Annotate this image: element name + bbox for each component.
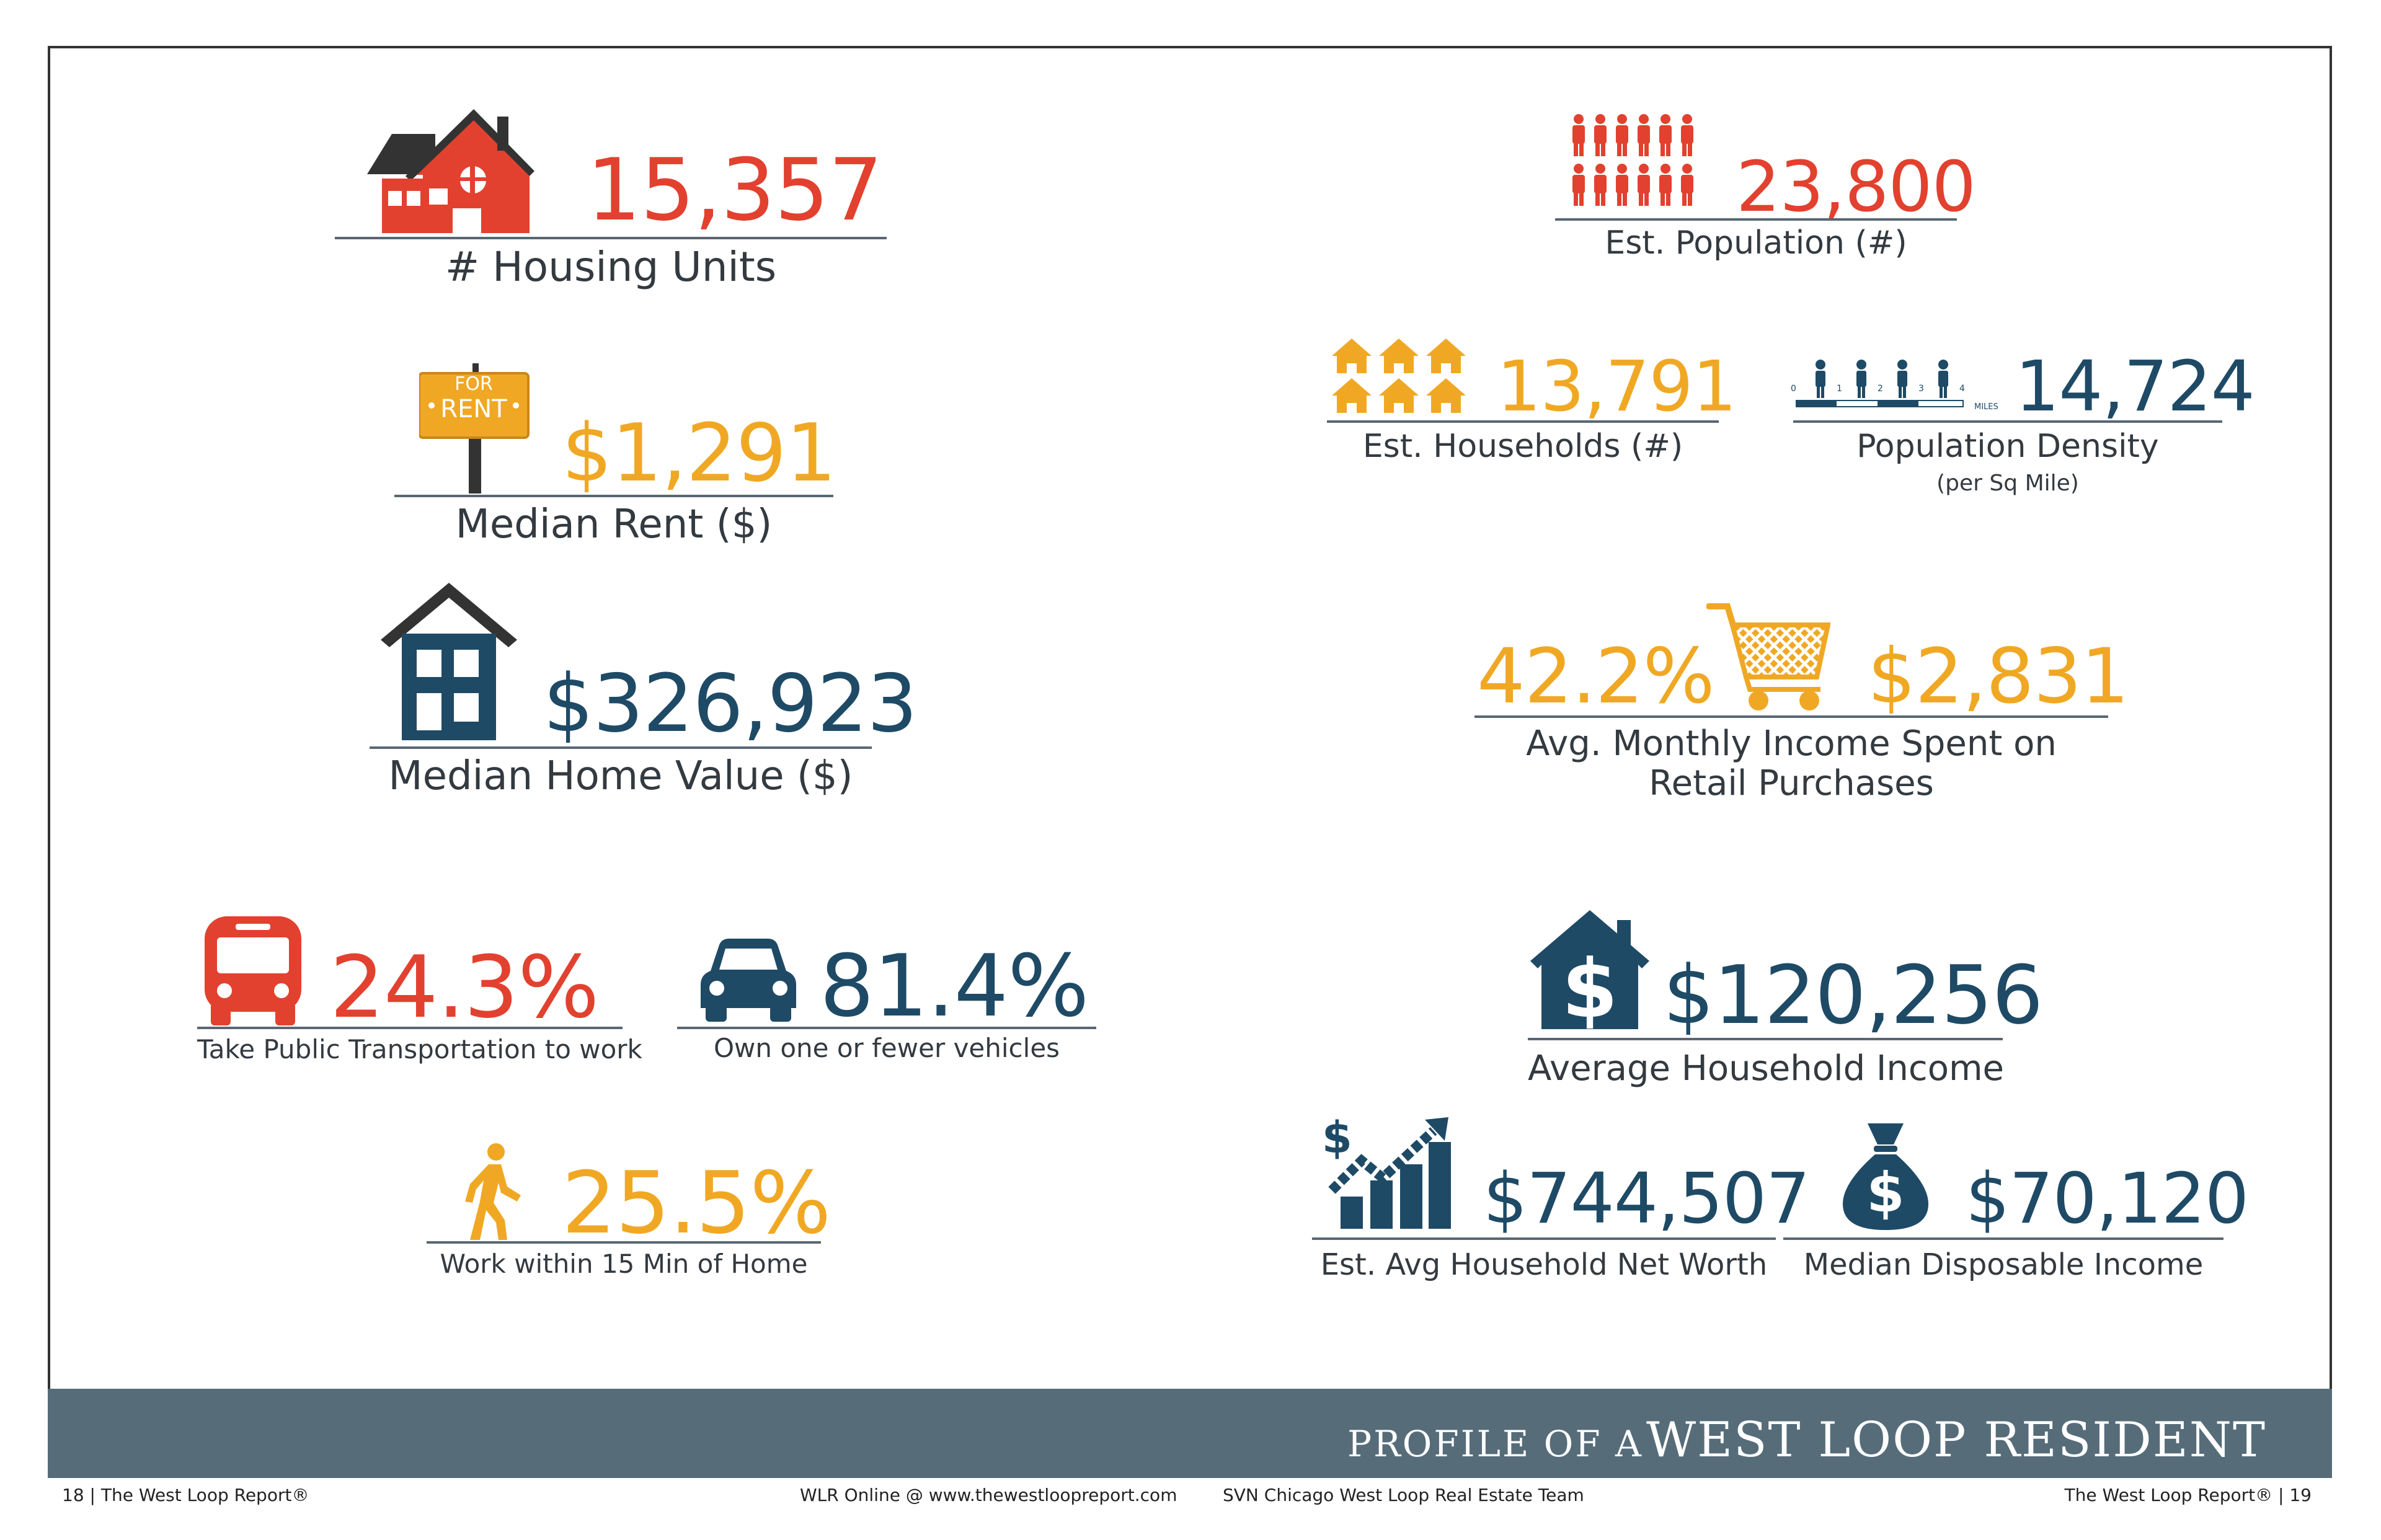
car-icon: [701, 939, 796, 1022]
retail-amount-value: $2,831: [1868, 632, 2129, 720]
sign-text-rent: RENT: [440, 395, 507, 423]
scale-tick-0: 0: [1791, 384, 1796, 394]
public-transport-label: Take Public Transportation to work: [197, 1034, 642, 1064]
divider: [1793, 420, 2222, 423]
median-home-value: $326,923: [543, 658, 918, 750]
scale-unit: MILES: [1974, 402, 1998, 412]
small-dollar-icon: $: [1322, 1112, 1352, 1163]
housing-units-value: 15,357: [587, 140, 883, 240]
divider: [677, 1027, 1096, 1029]
people-icon: [1572, 114, 1693, 206]
divider: [335, 237, 887, 239]
divider: [1474, 715, 2108, 718]
walk-label: Work within 15 Min of Home: [440, 1249, 808, 1279]
footer-center-team: SVN Chicago West Loop Real Estate Team: [1223, 1485, 1584, 1505]
bus-icon: [205, 916, 301, 1025]
retail-label-line2: Retail Purchases: [1649, 763, 1934, 803]
median-rent-value: $1,291: [562, 407, 836, 500]
median-rent-label: Median Rent ($): [455, 502, 773, 547]
households-label: Est. Households (#): [1362, 428, 1683, 465]
walk-value: 25.5%: [562, 1153, 831, 1253]
disposable-income-value: $70,120: [1966, 1159, 2249, 1239]
dollar-sign-icon: $: [1561, 942, 1618, 1036]
footer-left: 18 | The West Loop Report®: [62, 1485, 309, 1505]
divider: [1327, 420, 1719, 423]
banner-title: PROFILE OF A WEST LOOP RESIDENT: [1347, 1416, 2266, 1464]
footer-right: The West Loop Report® | 19: [2064, 1485, 2312, 1505]
divider: [427, 1241, 821, 1244]
scale-tick-3: 3: [1918, 384, 1924, 394]
banner-title-big: WEST LOOP RESIDENT: [1646, 1412, 2266, 1468]
households-value: 13,791: [1497, 347, 1737, 427]
scale-tick-2: 2: [1878, 384, 1883, 394]
scale-tick-4: 4: [1959, 384, 1965, 394]
vehicles-value: 81.4%: [820, 936, 1089, 1036]
retail-label-line1: Avg. Monthly Income Spent on: [1526, 724, 2057, 764]
population-label: Est. Population (#): [1605, 224, 1907, 262]
home-value-house-icon: [381, 583, 517, 740]
vehicles-label: Own one or fewer vehicles: [713, 1033, 1060, 1063]
for-rent-sign-icon: [419, 363, 530, 493]
divider: [1528, 1038, 2003, 1040]
growth-chart-icon: [1328, 1117, 1451, 1229]
dollar-house-icon: [1530, 910, 1649, 1029]
net-worth-label: Est. Avg Household Net Worth: [1320, 1247, 1768, 1282]
disposable-income-label: Median Disposable Income: [1803, 1247, 2204, 1282]
divider: [1555, 218, 1957, 221]
net-worth-value: $744,507: [1483, 1159, 1810, 1239]
houses-icon: [1332, 339, 1466, 413]
public-transport-value: 24.3%: [330, 937, 599, 1037]
divider: [370, 746, 872, 749]
median-home-value-label: Median Home Value ($): [388, 753, 853, 799]
walking-person-icon: [465, 1143, 521, 1240]
density-value: 14,724: [2015, 347, 2255, 427]
shopping-cart-icon: [1706, 603, 1830, 710]
house-icon: [367, 109, 534, 233]
title-banner: PROFILE OF A WEST LOOP RESIDENT: [48, 1389, 2332, 1478]
footer-center-link[interactable]: WLR Online @ www.thewestloopreport.com: [800, 1485, 1177, 1505]
avg-household-income-label: Average Household Income: [1528, 1048, 2004, 1089]
divider: [1783, 1237, 2224, 1240]
retail-percent-value: 42.2%: [1477, 632, 1715, 720]
divider: [197, 1027, 623, 1029]
population-value: 23,800: [1736, 147, 1976, 228]
divider: [394, 495, 833, 497]
density-scale-icon: [1796, 360, 1964, 407]
avg-household-income-value: $120,256: [1663, 948, 2043, 1042]
housing-units-label: # Housing Units: [445, 243, 777, 291]
density-label: Population Density: [1856, 428, 2159, 465]
money-bag-icon: [1843, 1123, 1928, 1230]
banner-title-small: PROFILE OF A: [1347, 1423, 1643, 1465]
divider: [1312, 1237, 1776, 1240]
bag-dollar-icon: $: [1866, 1161, 1905, 1224]
density-sublabel: (per Sq Mile): [1936, 471, 2079, 496]
sign-text-for: FOR: [454, 373, 493, 395]
scale-tick-1: 1: [1837, 384, 1842, 394]
